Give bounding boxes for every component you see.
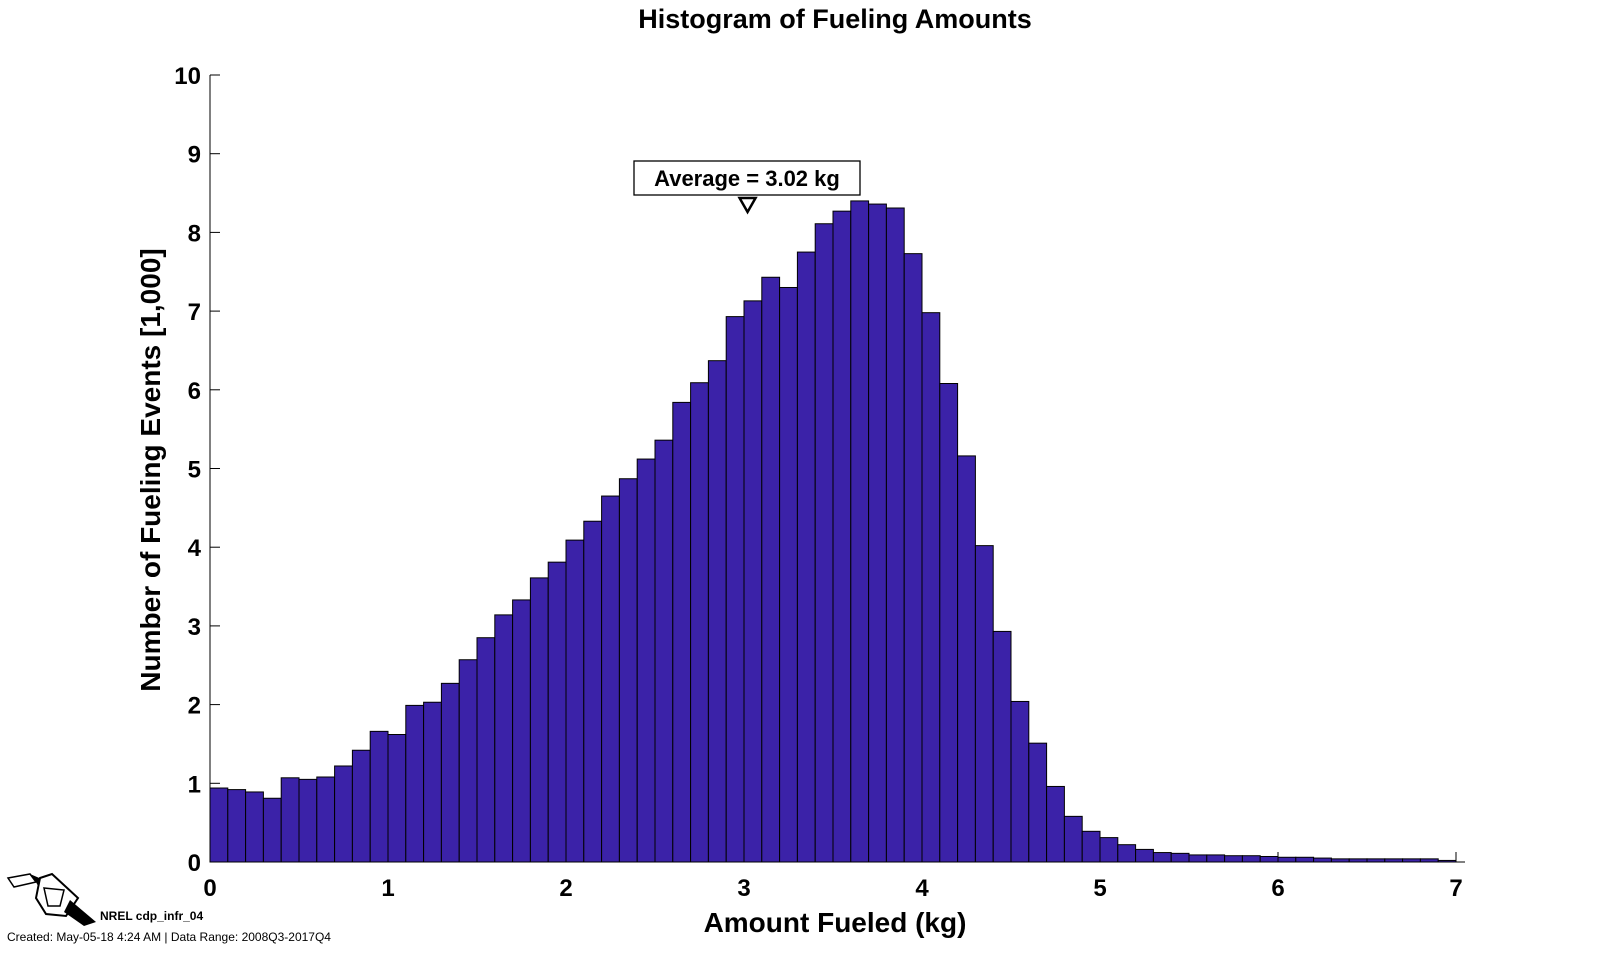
histogram-bar bbox=[1224, 855, 1243, 863]
histogram-bar bbox=[921, 312, 941, 863]
y-tick-label: 5 bbox=[188, 457, 201, 484]
y-tick-label: 8 bbox=[188, 220, 201, 247]
x-tick-label: 0 bbox=[203, 875, 216, 902]
average-annotation: Average = 3.02 kg bbox=[633, 160, 861, 215]
x-tick-label: 2 bbox=[559, 875, 572, 902]
histogram-bar bbox=[458, 659, 478, 863]
y-tick-label: 4 bbox=[188, 535, 202, 562]
histogram-bar bbox=[690, 382, 709, 863]
histogram-bar bbox=[654, 439, 674, 863]
histogram-bar bbox=[405, 704, 425, 863]
histogram-bar bbox=[957, 455, 976, 863]
histogram-bar bbox=[387, 734, 407, 863]
x-tick-label: 3 bbox=[737, 875, 750, 902]
histogram-bar bbox=[529, 577, 549, 863]
histogram-bar bbox=[1313, 857, 1332, 863]
chart-title: Histogram of Fueling Amounts bbox=[638, 4, 1032, 34]
histogram-bar bbox=[743, 300, 763, 863]
fuel-nozzle-icon bbox=[6, 872, 96, 926]
histogram-bar bbox=[512, 599, 531, 863]
x-tick-label: 1 bbox=[381, 875, 394, 902]
histogram-bar bbox=[903, 253, 923, 863]
histogram-bar bbox=[565, 539, 585, 863]
histogram-bar bbox=[494, 614, 514, 863]
y-tick-label: 0 bbox=[188, 850, 201, 877]
histogram-bar bbox=[1152, 852, 1172, 863]
histogram-bar bbox=[796, 251, 816, 863]
histogram-bar bbox=[209, 787, 229, 863]
y-tick-label: 9 bbox=[188, 142, 201, 169]
histogram-bar bbox=[1295, 856, 1315, 863]
histogram-bar bbox=[423, 701, 442, 863]
histogram-bar bbox=[974, 545, 994, 863]
histogram-bar bbox=[334, 765, 353, 863]
histogram-bar bbox=[939, 383, 959, 863]
histogram-bar bbox=[227, 789, 247, 863]
y-axis-label: Number of Fueling Events [1,000] bbox=[135, 248, 166, 691]
histogram-bar bbox=[779, 286, 798, 863]
annotation-box bbox=[633, 160, 861, 196]
histogram-bar bbox=[316, 776, 336, 863]
histogram-bar bbox=[298, 778, 318, 863]
histogram-bar bbox=[440, 682, 460, 863]
y-tick-label: 7 bbox=[188, 299, 201, 326]
histogram-bar bbox=[1099, 837, 1119, 863]
histogram-bar bbox=[1117, 844, 1137, 863]
ticks-group: 0 1 2 3 4 5 6 7 0 1 2 3 4 5 6 7 8 9 10 bbox=[174, 63, 1462, 902]
average-marker-icon bbox=[737, 196, 758, 215]
histogram-bar bbox=[351, 749, 371, 863]
histogram-bar bbox=[885, 207, 905, 863]
histogram-bar bbox=[1063, 815, 1083, 863]
x-axis-label: Amount Fueled (kg) bbox=[704, 907, 967, 938]
histogram-bar bbox=[245, 791, 264, 863]
histogram-bar bbox=[1241, 855, 1261, 863]
x-tick-label: 4 bbox=[915, 875, 929, 902]
histogram-bar bbox=[1046, 785, 1065, 863]
histogram-bar bbox=[832, 210, 852, 863]
histogram-bar bbox=[547, 561, 567, 863]
histogram-bar bbox=[1010, 700, 1030, 863]
y-tick-label: 6 bbox=[188, 378, 201, 405]
y-tick-label: 2 bbox=[188, 693, 201, 720]
histogram-bar bbox=[1259, 855, 1279, 863]
y-tick-label: 3 bbox=[188, 614, 201, 641]
histogram-bar bbox=[868, 203, 887, 863]
histogram-bar bbox=[1135, 848, 1154, 863]
histogram-bar bbox=[476, 637, 496, 863]
histogram-bar bbox=[583, 520, 603, 863]
bars-group bbox=[209, 200, 1457, 863]
histogram-bar bbox=[280, 777, 300, 863]
histogram-bar bbox=[814, 223, 834, 863]
footer-id-label: NREL cdp_infr_04 bbox=[100, 909, 203, 923]
histogram-bar bbox=[601, 495, 620, 863]
annotation-text: Average = 3.02 kg bbox=[654, 166, 840, 191]
histogram-bar bbox=[1170, 852, 1190, 863]
footer: NREL cdp_infr_04 Created: May-05-18 4:24… bbox=[6, 872, 331, 944]
footer-info-text: Created: May-05-18 4:24 AM | Data Range:… bbox=[7, 930, 331, 944]
histogram-bar bbox=[262, 797, 282, 863]
histogram-bar bbox=[672, 401, 692, 863]
histogram-bar bbox=[707, 360, 727, 863]
histogram-bar bbox=[1277, 856, 1297, 863]
x-tick-label: 5 bbox=[1093, 875, 1106, 902]
histogram-bar bbox=[1081, 830, 1101, 863]
histogram-bar bbox=[850, 200, 870, 863]
histogram-bar bbox=[636, 458, 656, 863]
histogram-bar bbox=[1028, 742, 1048, 863]
histogram-bar bbox=[1206, 854, 1226, 863]
histogram-bar bbox=[1188, 854, 1208, 863]
y-tick-label: 1 bbox=[188, 771, 201, 798]
y-tick-label: 10 bbox=[174, 63, 201, 90]
histogram-bar bbox=[992, 630, 1012, 863]
x-tick-label: 7 bbox=[1449, 875, 1462, 902]
x-tick-label: 6 bbox=[1271, 875, 1284, 902]
histogram-bar bbox=[618, 478, 638, 863]
histogram-bar bbox=[725, 316, 745, 863]
histogram-bar bbox=[761, 276, 781, 863]
histogram-bar bbox=[369, 730, 389, 863]
